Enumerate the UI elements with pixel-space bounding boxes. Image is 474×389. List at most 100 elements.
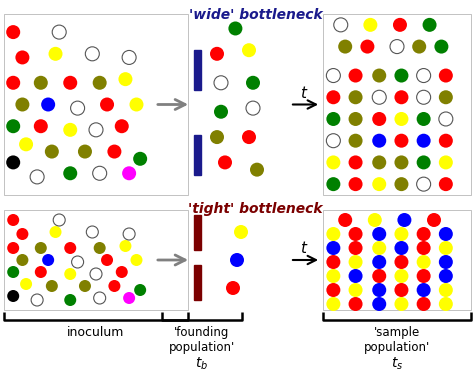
Circle shape bbox=[210, 47, 224, 61]
Circle shape bbox=[93, 166, 107, 180]
Circle shape bbox=[79, 280, 91, 292]
Text: $t_s$: $t_s$ bbox=[391, 356, 403, 372]
Circle shape bbox=[397, 213, 411, 227]
Circle shape bbox=[130, 254, 143, 266]
Circle shape bbox=[417, 156, 431, 170]
Circle shape bbox=[334, 18, 348, 32]
Circle shape bbox=[372, 156, 386, 170]
Circle shape bbox=[439, 156, 453, 170]
Circle shape bbox=[210, 130, 224, 144]
FancyBboxPatch shape bbox=[323, 210, 471, 310]
Circle shape bbox=[439, 283, 453, 297]
Circle shape bbox=[394, 68, 409, 82]
Circle shape bbox=[338, 40, 352, 54]
Circle shape bbox=[42, 254, 54, 266]
Circle shape bbox=[439, 227, 453, 241]
Circle shape bbox=[6, 25, 20, 39]
FancyBboxPatch shape bbox=[323, 14, 471, 195]
FancyBboxPatch shape bbox=[4, 210, 188, 310]
Circle shape bbox=[372, 241, 386, 255]
Circle shape bbox=[372, 134, 386, 148]
Circle shape bbox=[439, 297, 453, 311]
Circle shape bbox=[129, 98, 144, 112]
Circle shape bbox=[242, 130, 256, 144]
FancyBboxPatch shape bbox=[4, 14, 188, 195]
Circle shape bbox=[417, 255, 431, 269]
Circle shape bbox=[7, 214, 19, 226]
Text: $t_b$: $t_b$ bbox=[195, 356, 209, 372]
Circle shape bbox=[52, 25, 66, 39]
Circle shape bbox=[327, 283, 340, 297]
Text: 'sample
population': 'sample population' bbox=[364, 326, 430, 354]
Circle shape bbox=[394, 134, 409, 148]
Circle shape bbox=[116, 266, 128, 278]
Circle shape bbox=[439, 134, 453, 148]
Circle shape bbox=[246, 76, 260, 90]
Circle shape bbox=[439, 255, 453, 269]
Circle shape bbox=[94, 292, 106, 304]
Text: $t$: $t$ bbox=[300, 84, 308, 100]
Circle shape bbox=[348, 227, 363, 241]
Circle shape bbox=[218, 156, 232, 170]
Circle shape bbox=[228, 21, 242, 35]
Circle shape bbox=[348, 283, 363, 297]
Circle shape bbox=[439, 269, 453, 283]
Circle shape bbox=[133, 152, 147, 166]
Circle shape bbox=[48, 47, 63, 61]
Circle shape bbox=[35, 242, 47, 254]
Circle shape bbox=[417, 112, 431, 126]
Circle shape bbox=[417, 283, 431, 297]
Circle shape bbox=[372, 283, 386, 297]
Circle shape bbox=[63, 123, 77, 137]
Circle shape bbox=[34, 119, 48, 133]
Circle shape bbox=[394, 90, 409, 104]
Circle shape bbox=[394, 241, 409, 255]
Bar bbox=[194, 265, 201, 300]
Circle shape bbox=[17, 228, 28, 240]
Circle shape bbox=[327, 269, 340, 283]
Circle shape bbox=[53, 214, 65, 226]
Circle shape bbox=[63, 76, 77, 90]
Circle shape bbox=[348, 68, 363, 82]
Circle shape bbox=[122, 166, 136, 180]
Circle shape bbox=[348, 269, 363, 283]
Circle shape bbox=[226, 281, 240, 295]
Circle shape bbox=[338, 213, 352, 227]
Circle shape bbox=[94, 242, 106, 254]
Circle shape bbox=[439, 177, 453, 191]
Text: 'tight' bottleneck: 'tight' bottleneck bbox=[188, 202, 323, 216]
Bar bbox=[194, 215, 201, 250]
Circle shape bbox=[46, 280, 58, 292]
Bar bbox=[194, 50, 201, 90]
Circle shape bbox=[246, 101, 260, 115]
Circle shape bbox=[348, 134, 363, 148]
Circle shape bbox=[30, 170, 44, 184]
Circle shape bbox=[327, 241, 340, 255]
Circle shape bbox=[427, 213, 441, 227]
Circle shape bbox=[31, 294, 43, 306]
Circle shape bbox=[327, 297, 340, 311]
Circle shape bbox=[7, 266, 19, 278]
Circle shape bbox=[230, 253, 244, 267]
Circle shape bbox=[417, 241, 431, 255]
Circle shape bbox=[90, 268, 102, 280]
Circle shape bbox=[122, 51, 136, 65]
Circle shape bbox=[348, 241, 363, 255]
Circle shape bbox=[20, 278, 32, 290]
Circle shape bbox=[63, 166, 77, 180]
Circle shape bbox=[434, 40, 448, 54]
Circle shape bbox=[101, 254, 113, 266]
Circle shape bbox=[6, 76, 20, 90]
Circle shape bbox=[49, 226, 62, 238]
Circle shape bbox=[394, 156, 409, 170]
Circle shape bbox=[327, 177, 340, 191]
Circle shape bbox=[327, 112, 340, 126]
Circle shape bbox=[327, 227, 340, 241]
Circle shape bbox=[214, 105, 228, 119]
Circle shape bbox=[7, 242, 19, 254]
Circle shape bbox=[364, 18, 377, 32]
Circle shape bbox=[348, 177, 363, 191]
Circle shape bbox=[7, 290, 19, 302]
Circle shape bbox=[439, 241, 453, 255]
Bar bbox=[194, 135, 201, 175]
